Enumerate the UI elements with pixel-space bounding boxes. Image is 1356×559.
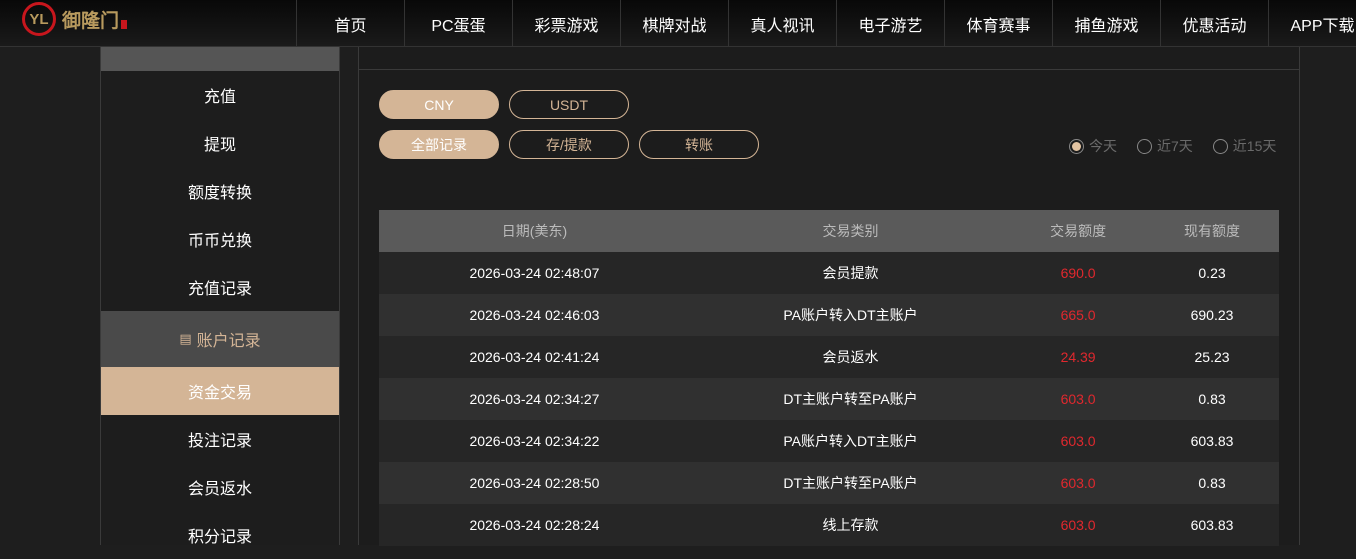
cell-amount: 603.0: [1011, 420, 1146, 462]
logo-seal: [121, 19, 128, 29]
radio-checked-icon: [1069, 138, 1084, 154]
cell-balance: 0.83: [1145, 378, 1279, 420]
nav-chess[interactable]: 棋牌对战: [620, 0, 728, 47]
cell-balance: 603.83: [1145, 504, 1279, 546]
nav-slots[interactable]: 电子游艺: [836, 0, 944, 47]
cell-amount: 690.0: [1011, 252, 1146, 294]
sidebar-item-bet-records[interactable]: 投注记录: [187, 433, 252, 450]
col-amount: 交易额度: [1011, 210, 1146, 252]
cell-type: PA账户转入DT主账户: [689, 420, 1012, 462]
cell-amount: 603.0: [1011, 462, 1146, 504]
cell-date: 2026-03-24 02:41:24: [379, 336, 690, 378]
currency-cny[interactable]: CNY: [379, 90, 499, 119]
col-type: 交易类别: [689, 210, 1012, 252]
transactions-table: 日期(美东) 交易类别 交易额度 现有额度 2026-03-24 02:48:0…: [379, 210, 1279, 546]
cell-type: DT主账户转至PA账户: [689, 378, 1012, 420]
logo-text: 御隆门: [62, 10, 120, 32]
table-row: 2026-03-24 02:48:07 会员提款 690.0 0.23: [379, 252, 1279, 294]
sidebar-item-exchange[interactable]: 币币兑换: [187, 233, 252, 250]
cell-date: 2026-03-24 02:28:24: [379, 504, 690, 546]
range-label: 今天: [1089, 138, 1117, 154]
table-row: 2026-03-24 02:34:22 PA账户转入DT主账户 603.0 603.8…: [379, 420, 1279, 462]
table-row: 2026-03-24 02:46:03 PA账户转入DT主账户 665.0 690.2…: [379, 294, 1279, 336]
cell-amount: 665.0: [1011, 294, 1146, 336]
cell-type: 会员提款: [689, 252, 1012, 294]
col-date: 日期(美东): [379, 210, 690, 252]
radio-icon: [1137, 138, 1152, 154]
sidebar-item-deposit-records[interactable]: 充值记录: [187, 281, 252, 298]
sidebar-item-withdraw[interactable]: 提现: [203, 137, 236, 154]
cell-type: 线上存款: [689, 504, 1012, 546]
cell-balance: 690.23: [1145, 294, 1279, 336]
cell-balance: 0.83: [1145, 462, 1279, 504]
cell-type: 会员返水: [689, 336, 1012, 378]
cell-date: 2026-03-24 02:28:50: [379, 462, 690, 504]
top-header: YL 御隆门 首页 PC蛋蛋 彩票游戏 棋牌对战 真人视讯 电子游艺 体育赛事 …: [0, 0, 1356, 47]
logo[interactable]: YL 御隆门: [22, 2, 128, 36]
cell-date: 2026-03-24 02:34:22: [379, 420, 690, 462]
date-range: 今天 近7天 近15天: [1069, 136, 1276, 156]
table-row: 2026-03-24 02:34:27 DT主账户转至PA账户 603.0 0.83: [379, 378, 1279, 420]
sidebar-section-account-records[interactable]: ▤ 账户记录: [101, 311, 339, 367]
cell-type: PA账户转入DT主账户: [689, 294, 1012, 336]
cell-date: 2026-03-24 02:34:27: [379, 378, 690, 420]
table-row: 2026-03-24 02:28:50 DT主账户转至PA账户 603.0 0.83: [379, 462, 1279, 504]
panel-title-bar: [359, 47, 1299, 70]
cell-amount: 603.0: [1011, 504, 1146, 546]
nav-live[interactable]: 真人视讯: [728, 0, 836, 47]
table-row: 2026-03-24 02:41:24 会员返水 24.39 25.23: [379, 336, 1279, 378]
cell-amount: 24.39: [1011, 336, 1146, 378]
section-label: 账户记录: [196, 333, 261, 350]
sidebar-item-points[interactable]: 积分记录: [187, 529, 252, 546]
cell-balance: 603.83: [1145, 420, 1279, 462]
filter-all[interactable]: 全部记录: [379, 130, 499, 159]
currency-usdt[interactable]: USDT: [509, 90, 629, 119]
main-panel: CNY USDT 全部记录 存/提款 转账 今天 近7天 近15天 日期(美东)…: [358, 47, 1300, 546]
nav-app-download[interactable]: APP下载: [1268, 0, 1356, 47]
radio-icon: [1212, 138, 1228, 154]
range-15days[interactable]: 近15天: [1212, 136, 1277, 156]
cell-date: 2026-03-24 02:46:03: [379, 294, 690, 336]
sidebar-section-header[interactable]: [101, 47, 339, 71]
main-nav: 首页 PC蛋蛋 彩票游戏 棋牌对战 真人视讯 电子游艺 体育赛事 捕鱼游戏 优惠…: [296, 0, 1356, 47]
range-today[interactable]: 今天: [1069, 136, 1117, 156]
logo-mark: YL: [22, 2, 56, 36]
nav-fishing[interactable]: 捕鱼游戏: [1052, 0, 1160, 47]
filter-transfer[interactable]: 转账: [639, 130, 759, 159]
col-balance: 现有额度: [1145, 210, 1279, 252]
nav-home[interactable]: 首页: [296, 0, 404, 47]
cell-balance: 0.23: [1145, 252, 1279, 294]
table-row: 2026-03-24 02:28:24 线上存款 603.0 603.83: [379, 504, 1279, 546]
sidebar-item-deposit[interactable]: 充值: [203, 89, 236, 106]
cell-amount: 603.0: [1011, 378, 1146, 420]
document-icon: ▤: [179, 331, 192, 346]
sidebar-item-transfer[interactable]: 额度转换: [187, 185, 252, 202]
range-7days[interactable]: 近7天: [1137, 136, 1193, 156]
nav-lottery[interactable]: 彩票游戏: [512, 0, 620, 47]
cell-balance: 25.23: [1145, 336, 1279, 378]
sidebar: 充值 提现 额度转换 币币兑换 充值记录 ▤ 账户记录 资金交易 投注记录 会员返…: [100, 47, 340, 546]
nav-sports[interactable]: 体育赛事: [944, 0, 1052, 47]
range-label: 近7天: [1157, 138, 1193, 154]
nav-promotions[interactable]: 优惠活动: [1160, 0, 1268, 47]
sidebar-item-fund-transactions[interactable]: 资金交易: [101, 367, 339, 415]
range-label: 近15天: [1232, 138, 1277, 154]
cell-date: 2026-03-24 02:48:07: [379, 252, 690, 294]
filter-deposit-withdraw[interactable]: 存/提款: [509, 130, 629, 159]
nav-pc-dandan[interactable]: PC蛋蛋: [404, 0, 512, 47]
cell-type: DT主账户转至PA账户: [689, 462, 1012, 504]
sidebar-item-rebate[interactable]: 会员返水: [187, 481, 252, 498]
